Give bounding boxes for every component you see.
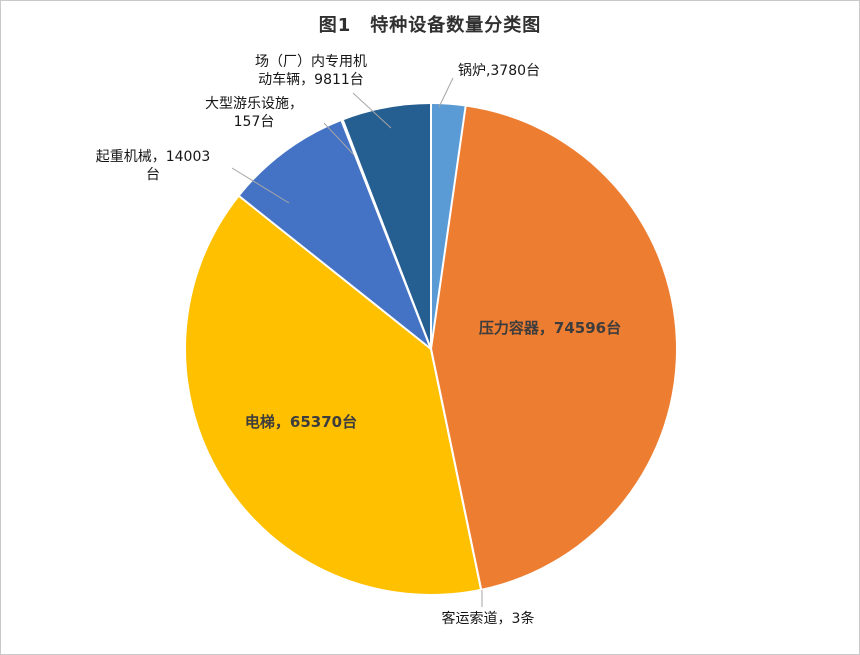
leader-line-7 bbox=[352, 92, 392, 129]
pie-slice-5 bbox=[239, 120, 431, 349]
pie-slice-2 bbox=[431, 106, 676, 589]
slice-separator bbox=[342, 120, 432, 350]
leader-line-1 bbox=[438, 77, 454, 108]
slice-separator bbox=[430, 106, 467, 350]
slice-separator bbox=[238, 195, 432, 350]
chart-title: 图1 特种设备数量分类图 bbox=[318, 15, 542, 36]
leader-line-6 bbox=[323, 122, 355, 156]
leader-line-5 bbox=[231, 167, 290, 204]
slice-separator bbox=[430, 348, 482, 590]
pie-slice-4 bbox=[186, 196, 481, 594]
pie-slice-7 bbox=[342, 104, 431, 349]
